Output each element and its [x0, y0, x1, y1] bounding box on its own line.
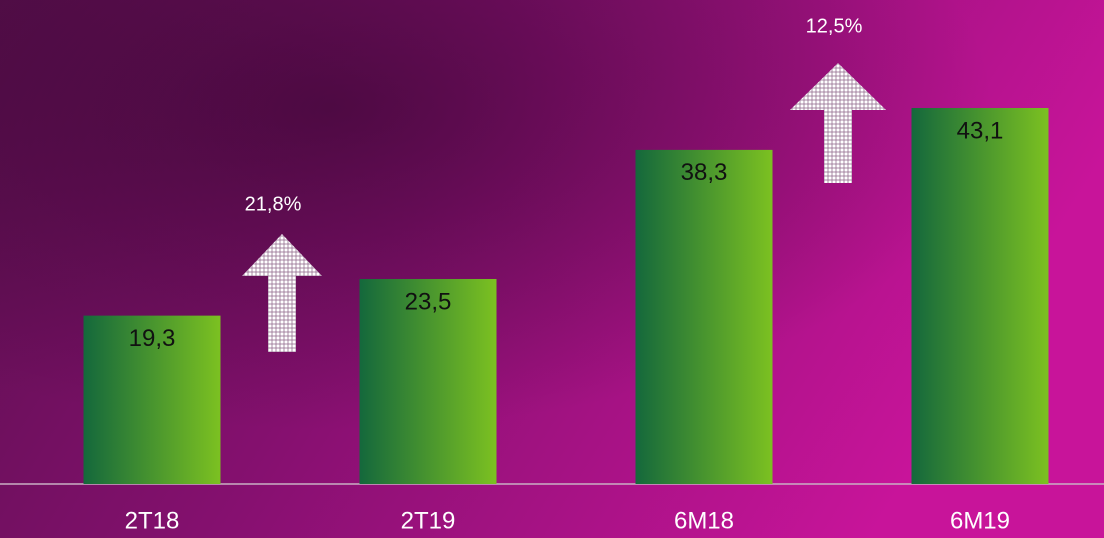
bar — [359, 278, 497, 484]
value-label: 43,1 — [957, 117, 1004, 144]
value-label: 38,3 — [681, 159, 728, 186]
value-label: 19,3 — [129, 325, 176, 352]
growth-arrow — [790, 63, 886, 183]
x-tick-label: 2T19 — [401, 507, 456, 534]
growth-label: 12,5% — [806, 15, 863, 37]
growth-label: 21,8% — [245, 193, 302, 215]
bar — [83, 315, 221, 484]
value-label: 23,5 — [405, 288, 452, 315]
bar — [911, 108, 1049, 484]
x-tick-label: 6M19 — [950, 507, 1010, 534]
bar — [635, 149, 773, 485]
x-tick-label: 6M18 — [674, 507, 734, 534]
x-tick-label: 2T18 — [125, 507, 180, 534]
growth-arrow — [242, 234, 322, 352]
